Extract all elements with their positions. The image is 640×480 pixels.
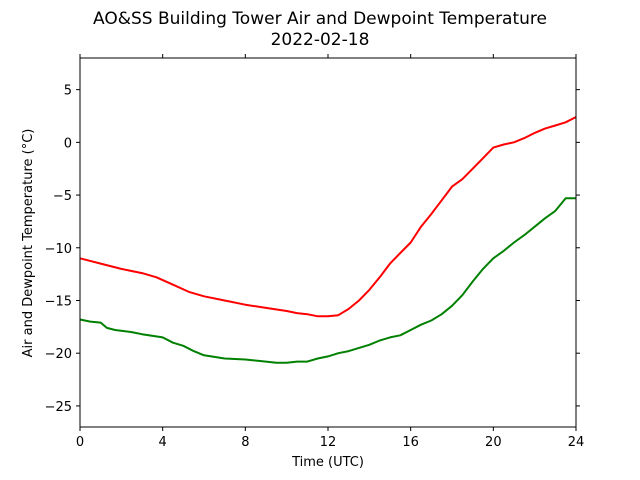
plot-frame (79, 57, 577, 428)
ticks-layer: 0 4 8 12 16 20 24 −25 −20 −15 −10 −5 0 5 (45, 54, 585, 450)
y-tick-label: −15 (45, 294, 72, 309)
x-tick-label: 4 (159, 435, 167, 450)
y-tick-label: −25 (45, 400, 72, 415)
x-tick-label: 16 (402, 435, 419, 450)
x-tick-label: 8 (241, 435, 249, 450)
series-layer (79, 116, 577, 364)
x-tick-label: 12 (320, 435, 337, 450)
chart-subtitle: 2022-02-18 (271, 30, 370, 50)
y-tick-label: −20 (45, 347, 72, 362)
x-tick-label: 24 (568, 435, 585, 450)
series-line-0 (79, 116, 577, 318)
chart-title: AO&SS Building Tower Air and Dewpoint Te… (93, 9, 547, 29)
y-tick-label: 0 (64, 136, 72, 151)
y-tick-label: −10 (45, 242, 72, 257)
x-axis-label: Time (UTC) (291, 455, 364, 470)
y-axis-label: Air and Dewpoint Temperature (°C) (21, 129, 36, 358)
y-tick-label: −5 (53, 189, 72, 204)
y-tick-label: 5 (64, 84, 72, 99)
series-line-1 (79, 197, 576, 364)
x-tick-label: 0 (76, 435, 84, 450)
x-tick-label: 20 (485, 435, 502, 450)
